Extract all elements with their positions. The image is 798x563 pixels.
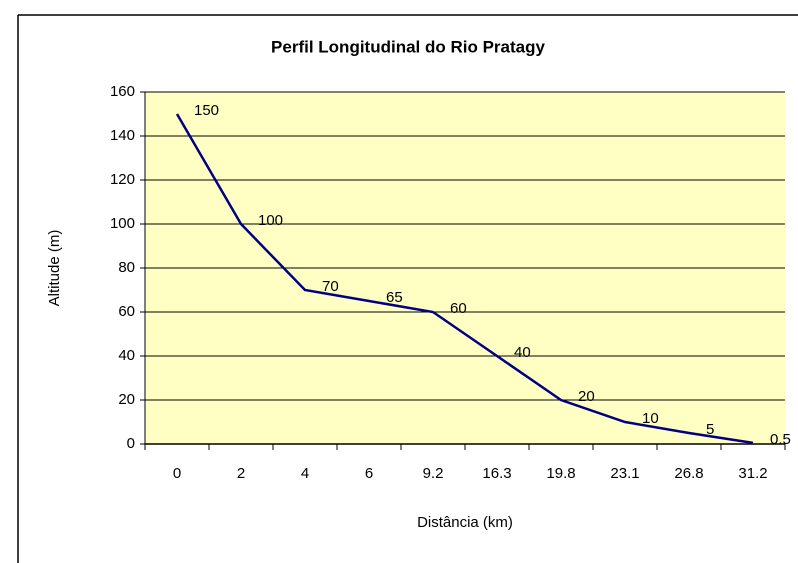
data-label: 5 [706,421,714,438]
x-tick-label: 26.8 [674,465,703,482]
data-label: 150 [194,102,219,119]
data-line [175,113,754,445]
chart-title: Perfil Longitudinal do Rio Pratagy [271,37,545,56]
y-tick-label: 60 [118,303,135,320]
data-label: 40 [514,344,531,361]
x-tick-label: 9.2 [423,465,444,482]
x-tick-label: 23.1 [610,465,639,482]
y-tick-label: 100 [110,215,135,232]
data-label: 100 [258,212,283,229]
y-tick-label: 0 [127,435,135,452]
x-tick-label: 4 [301,465,309,482]
x-tick-label: 19.8 [546,465,575,482]
x-tick-label: 6 [365,465,373,482]
y-tick-label: 140 [110,127,135,144]
y-axis-label: Altitude (m) [46,230,63,307]
x-tick-label: 2 [237,465,245,482]
x-tick-label: 16.3 [482,465,511,482]
y-tick-label: 40 [118,347,135,364]
data-label: 60 [450,300,467,317]
data-label: 20 [578,388,595,405]
y-tick-label: 80 [118,259,135,276]
x-tick-label: 31.2 [738,465,767,482]
y-tick-label: 160 [110,83,135,100]
x-axis-label: Distância (km) [417,514,513,531]
x-tick-label: 0 [173,465,181,482]
y-tick-label: 120 [110,171,135,188]
data-label: 65 [386,289,403,306]
data-label: 10 [642,410,659,427]
data-label: 70 [322,278,339,295]
y-tick-label: 20 [118,391,135,408]
data-label: 0.5 [770,431,791,448]
